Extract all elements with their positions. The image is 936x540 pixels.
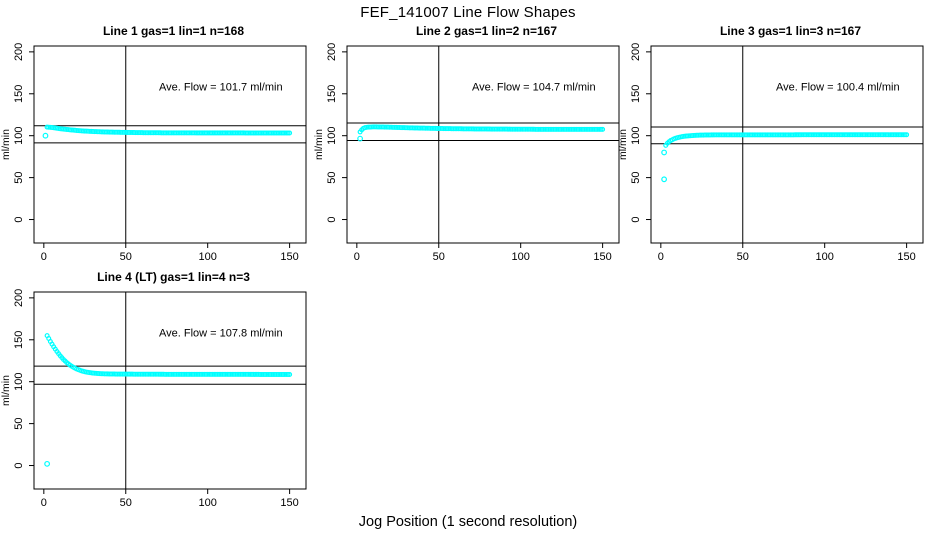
y-axis-label: ml/min xyxy=(618,129,629,160)
panel-title-line-1: Line 1 gas=1 lin=1 n=168 xyxy=(102,24,245,38)
x-axis-label: Jog Position (1 second resolution) xyxy=(358,514,578,530)
outlier-point xyxy=(357,135,364,142)
plot-line-2: 0 50 100 150 0 50 100 150 200 ml/min Ave. Flow = 1… xyxy=(314,43,620,263)
ave-flow-annotation: Ave. Flow = 107.8 ml/min xyxy=(159,327,283,339)
y-tick-label: 150 xyxy=(326,85,338,103)
y-tick-label: 50 xyxy=(630,171,642,183)
data-point xyxy=(600,126,606,132)
y-tick-label: 150 xyxy=(13,85,25,103)
y-tick-label: 0 xyxy=(13,462,25,468)
reference-lines xyxy=(347,46,619,243)
y-tick-label: 200 xyxy=(326,43,338,61)
x-tick-label: 50 xyxy=(737,251,749,263)
y-tick-label: 150 xyxy=(13,331,25,349)
axis-tick-labels: 0 50 100 150 0 50 100 150 200 ml/min xyxy=(314,43,612,263)
x-tick-label: 100 xyxy=(199,251,217,263)
y-tick-label: 100 xyxy=(326,127,338,145)
data-points xyxy=(357,124,606,142)
outlier-point xyxy=(42,132,49,139)
x-tick-label: 50 xyxy=(120,251,132,263)
data-point xyxy=(598,126,604,132)
axis xyxy=(29,291,307,494)
x-tick-label: 0 xyxy=(658,251,664,263)
plot-line-1: 0 50 100 150 0 50 100 150 200 ml/min Ave. Flow = 1… xyxy=(1,43,307,263)
x-tick-label: 150 xyxy=(280,251,298,263)
reference-lines xyxy=(34,46,306,243)
reference-lines xyxy=(651,46,923,243)
axis xyxy=(646,45,924,248)
x-tick-label: 100 xyxy=(512,251,530,263)
y-tick-label: 100 xyxy=(13,373,25,391)
panel-title-line-3: Line 3 gas=1 lin=3 n=167 xyxy=(719,24,862,38)
y-tick-label: 200 xyxy=(13,43,25,61)
panel-line-1: Line 1 gas=1 lin=1 n=168 0 50 100 150 0 50 100… xyxy=(1,20,313,266)
reference-lines xyxy=(34,292,306,489)
data-points xyxy=(42,124,293,139)
axis xyxy=(29,45,307,248)
data-point xyxy=(285,371,291,377)
y-tick-label: 50 xyxy=(326,171,338,183)
x-tick-label: 50 xyxy=(433,251,445,263)
data-point xyxy=(287,130,293,136)
panel-line-3: Line 3 gas=1 lin=3 n=167 0 50 100 150 0 50 100… xyxy=(618,20,930,266)
axis-tick-labels: 0 50 100 150 0 50 100 150 200 ml/min xyxy=(1,289,299,509)
ave-flow-annotation: Ave. Flow = 101.7 ml/min xyxy=(159,81,283,93)
y-tick-label: 0 xyxy=(630,216,642,222)
panel-title-line-2: Line 2 gas=1 lin=2 n=167 xyxy=(415,24,558,38)
panel-line-2: Line 2 gas=1 lin=2 n=167 0 50 100 150 0 50 100… xyxy=(314,20,626,266)
data-points xyxy=(661,132,910,183)
y-axis-label: ml/min xyxy=(1,375,12,406)
panel-line-4: Line 4 (LT) gas=1 lin=4 n=3 0 50 100 150 0 50… xyxy=(1,266,313,512)
y-tick-label: 0 xyxy=(13,216,25,222)
data-points xyxy=(44,333,293,467)
plot-line-4: 0 50 100 150 0 50 100 150 200 ml/min Ave. Flow = 1… xyxy=(1,289,307,509)
outlier-point xyxy=(661,176,668,183)
x-tick-label: 50 xyxy=(120,497,132,509)
x-tick-label: 150 xyxy=(593,251,611,263)
x-tick-label: 150 xyxy=(897,251,915,263)
y-tick-label: 150 xyxy=(630,85,642,103)
ave-flow-annotation: Ave. Flow = 100.4 ml/min xyxy=(776,81,900,93)
ave-flow-annotation: Ave. Flow = 104.7 ml/min xyxy=(472,81,596,93)
y-tick-label: 100 xyxy=(13,127,25,145)
axis-tick-labels: 0 50 100 150 0 50 100 150 200 ml/min xyxy=(1,43,299,263)
data-point xyxy=(285,130,291,136)
y-tick-label: 200 xyxy=(630,43,642,61)
x-tick-label: 150 xyxy=(280,497,298,509)
outlier-point xyxy=(44,460,51,467)
axis-tick-labels: 0 50 100 150 0 50 100 150 200 ml/min xyxy=(618,43,916,263)
panel-title-line-4: Line 4 (LT) gas=1 lin=4 n=3 xyxy=(97,270,250,284)
plot-line-3: 0 50 100 150 0 50 100 150 200 ml/min Ave. Flow = 1… xyxy=(618,43,924,263)
data-point xyxy=(287,371,293,377)
y-tick-label: 0 xyxy=(326,216,338,222)
y-axis-label: ml/min xyxy=(1,129,12,160)
axis xyxy=(342,45,620,248)
data-point xyxy=(904,132,910,138)
y-tick-label: 50 xyxy=(13,171,25,183)
x-tick-label: 100 xyxy=(816,251,834,263)
y-tick-label: 100 xyxy=(630,127,642,145)
x-tick-label: 0 xyxy=(41,497,47,509)
y-tick-label: 50 xyxy=(13,417,25,429)
y-tick-label: 200 xyxy=(13,289,25,307)
x-tick-label: 0 xyxy=(41,251,47,263)
outlier-point xyxy=(661,149,668,156)
x-tick-label: 0 xyxy=(354,251,360,263)
x-tick-label: 100 xyxy=(199,497,217,509)
page-title: FEF_141007 Line Flow Shapes xyxy=(360,4,576,21)
y-axis-label: ml/min xyxy=(314,129,325,160)
data-point xyxy=(902,132,908,138)
